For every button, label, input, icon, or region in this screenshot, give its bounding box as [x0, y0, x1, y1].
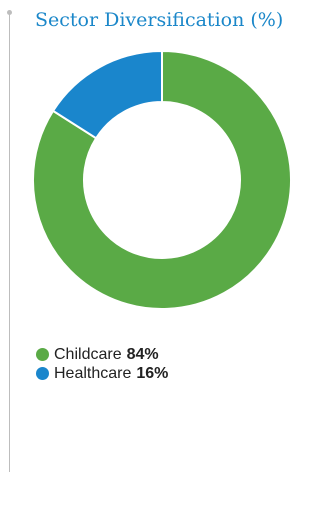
donut-slice-healthcare	[51, 49, 163, 140]
donut-slice-childcare	[32, 49, 292, 310]
legend-value-childcare: 84%	[126, 345, 159, 363]
legend-label-healthcare: Healthcare	[54, 364, 132, 382]
legend-value-healthcare: 16%	[136, 364, 169, 382]
left-divider-line	[9, 12, 10, 472]
divider-dot	[7, 10, 12, 15]
donut-chart	[32, 49, 292, 310]
chart-title: Sector Diversification (%)	[35, 9, 284, 31]
legend-item-healthcare: Healthcare 16%	[36, 364, 168, 383]
legend-item-childcare: Childcare 84%	[36, 345, 168, 364]
legend-swatch-childcare	[36, 348, 49, 361]
chart-legend: Childcare 84% Healthcare 16%	[36, 345, 168, 383]
legend-swatch-healthcare	[36, 367, 49, 380]
legend-label-childcare: Childcare	[54, 345, 122, 363]
